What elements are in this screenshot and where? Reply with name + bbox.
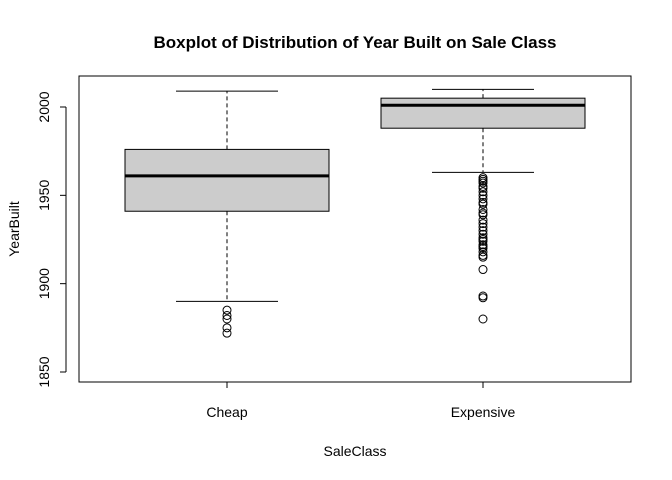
x-axis-label: SaleClass — [323, 443, 386, 459]
outlier-point — [478, 229, 488, 239]
box-expensive — [380, 88, 586, 324]
y-tick-label: 1850 — [36, 356, 52, 387]
outlier-point — [478, 219, 488, 229]
x-tick-label: Cheap — [206, 404, 247, 420]
outlier-point — [478, 210, 488, 220]
y-tick-label: 1950 — [36, 180, 52, 211]
outlier-point — [478, 293, 488, 303]
box-iqr — [380, 97, 586, 129]
outlier-point — [478, 187, 488, 197]
outlier-point — [478, 183, 488, 193]
boxes — [124, 88, 586, 338]
outlier-point — [222, 328, 232, 338]
y-tick-label: 2000 — [36, 91, 52, 122]
outlier-point — [222, 310, 232, 320]
outlier-point — [222, 314, 232, 324]
outlier-point — [478, 199, 488, 209]
outlier-point — [478, 222, 488, 232]
x-axis: Cheap Expensive — [206, 381, 516, 420]
y-tick-label: 1900 — [36, 268, 52, 299]
outlier-point — [478, 215, 488, 225]
outlier-point — [478, 204, 488, 214]
outlier-point — [478, 247, 488, 257]
box-iqr — [124, 148, 330, 212]
outlier-point — [478, 226, 488, 236]
outlier-point — [478, 291, 488, 301]
y-axis-label: YearBuilt — [6, 201, 22, 257]
outlier-point — [478, 314, 488, 324]
outlier-point — [478, 194, 488, 204]
outlier-point — [478, 243, 488, 253]
box-cheap — [124, 90, 330, 338]
outlier-point — [222, 305, 232, 315]
outlier-point — [222, 323, 232, 333]
outlier-point — [478, 252, 488, 262]
outlier-point — [478, 178, 488, 188]
outlier-point — [478, 265, 488, 275]
x-tick-label: Expensive — [451, 404, 516, 420]
outlier-point — [478, 190, 488, 200]
outlier-point — [478, 236, 488, 246]
chart-title: Boxplot of Distribution of Year Built on… — [153, 33, 556, 52]
y-axis: 1850 1900 1950 2000 — [36, 91, 67, 388]
